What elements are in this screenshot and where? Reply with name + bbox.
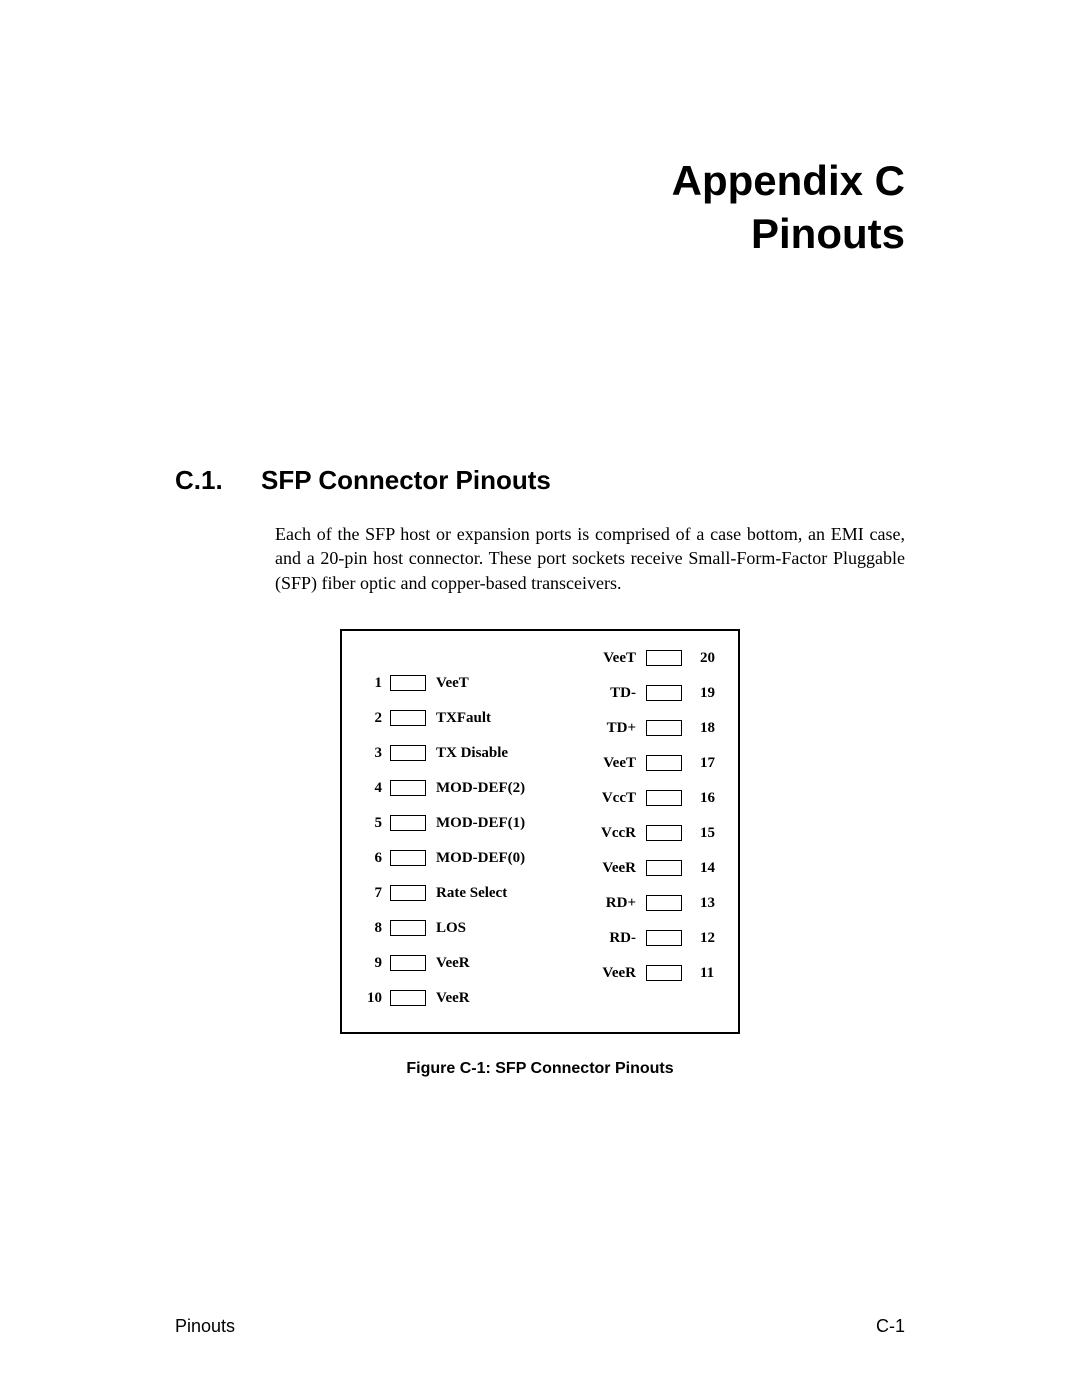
pin-label: TX Disable — [436, 745, 508, 762]
section-number: C.1. — [175, 465, 261, 496]
pin-row: VeeT 17 — [588, 746, 722, 781]
pin-rect-icon — [390, 780, 426, 796]
pin-number: 15 — [700, 825, 722, 842]
pin-row: 8 LOS — [360, 911, 525, 946]
pin-row: VccT 16 — [588, 781, 722, 816]
pin-number: 18 — [700, 720, 722, 737]
pin-label: VeeR — [588, 965, 636, 982]
pin-label: VccT — [588, 790, 636, 807]
pin-row: VeeR 11 — [588, 956, 722, 991]
pin-number: 1 — [360, 675, 382, 692]
pin-number: 13 — [700, 895, 722, 912]
pin-rect-icon — [646, 965, 682, 981]
pin-row: 7 Rate Select — [360, 876, 525, 911]
figure-caption: Figure C-1: SFP Connector Pinouts — [406, 1060, 673, 1078]
pin-number: 19 — [700, 685, 722, 702]
pin-number: 7 — [360, 885, 382, 902]
pin-row: VccR 15 — [588, 816, 722, 851]
pin-rect-icon — [390, 745, 426, 761]
pin-label: TD+ — [588, 720, 636, 737]
page-footer: Pinouts C-1 — [175, 1316, 905, 1337]
pin-row: 3 TX Disable — [360, 736, 525, 771]
pin-rect-icon — [390, 920, 426, 936]
pin-row: 6 MOD-DEF(0) — [360, 841, 525, 876]
pin-rect-icon — [390, 710, 426, 726]
pin-number: 6 — [360, 850, 382, 867]
pin-rect-icon — [390, 955, 426, 971]
pin-label: RD+ — [588, 895, 636, 912]
pinout-columns: 1 VeeT 2 TXFault 3 TX Disable — [360, 641, 722, 1016]
pin-number: 3 — [360, 745, 382, 762]
pin-label: VeeT — [436, 675, 469, 692]
pin-rect-icon — [646, 930, 682, 946]
pin-row: 1 VeeT — [360, 666, 525, 701]
figure: 1 VeeT 2 TXFault 3 TX Disable — [175, 629, 905, 1078]
pin-number: 10 — [360, 990, 382, 1007]
pin-rect-icon — [646, 825, 682, 841]
pinout-diagram: 1 VeeT 2 TXFault 3 TX Disable — [340, 629, 740, 1034]
footer-right: C-1 — [876, 1316, 905, 1337]
pin-number: 17 — [700, 755, 722, 772]
pin-number: 9 — [360, 955, 382, 972]
pin-row: VeeR 14 — [588, 851, 722, 886]
left-pin-column: 1 VeeT 2 TXFault 3 TX Disable — [360, 641, 525, 1016]
pin-label: RD- — [588, 930, 636, 947]
pin-number: 14 — [700, 860, 722, 877]
pin-label: VeeR — [436, 955, 470, 972]
body-paragraph: Each of the SFP host or expansion ports … — [275, 522, 905, 595]
pin-rect-icon — [646, 860, 682, 876]
pin-row: 9 VeeR — [360, 946, 525, 981]
pin-rect-icon — [646, 650, 682, 666]
pin-label: VeeT — [588, 755, 636, 772]
title-line-2: Pinouts — [175, 208, 905, 261]
pin-label: VeeR — [436, 990, 470, 1007]
pin-label: VeeR — [588, 860, 636, 877]
pin-row: 4 MOD-DEF(2) — [360, 771, 525, 806]
appendix-title: Appendix C Pinouts — [175, 155, 905, 260]
pin-label: LOS — [436, 920, 466, 937]
pin-rect-icon — [390, 850, 426, 866]
pin-number: 4 — [360, 780, 382, 797]
section-heading: SFP Connector Pinouts — [261, 465, 551, 496]
pin-rect-icon — [390, 885, 426, 901]
pin-row: 2 TXFault — [360, 701, 525, 736]
right-pin-column: VeeT 20 TD- 19 TD+ 18 V — [588, 641, 722, 1016]
section-heading-row: C.1. SFP Connector Pinouts — [175, 465, 905, 496]
pin-label: MOD-DEF(1) — [436, 815, 525, 832]
pin-label: VeeT — [588, 650, 636, 667]
pin-row: TD- 19 — [588, 676, 722, 711]
pin-rect-icon — [390, 815, 426, 831]
pin-row: 10 VeeR — [360, 981, 525, 1016]
pin-rect-icon — [646, 685, 682, 701]
pin-row: RD+ 13 — [588, 886, 722, 921]
title-line-1: Appendix C — [175, 155, 905, 208]
pin-number: 11 — [700, 965, 722, 982]
page: Appendix C Pinouts C.1. SFP Connector Pi… — [0, 0, 1080, 1397]
pin-number: 2 — [360, 710, 382, 727]
pin-rect-icon — [646, 720, 682, 736]
pin-row: 5 MOD-DEF(1) — [360, 806, 525, 841]
pin-row: VeeT 20 — [588, 641, 722, 676]
pin-label: MOD-DEF(0) — [436, 850, 525, 867]
pin-rect-icon — [646, 755, 682, 771]
pin-number: 8 — [360, 920, 382, 937]
pin-rect-icon — [390, 675, 426, 691]
pin-row: RD- 12 — [588, 921, 722, 956]
pin-number: 20 — [700, 650, 722, 667]
pin-label: VccR — [588, 825, 636, 842]
footer-left: Pinouts — [175, 1316, 235, 1337]
pin-label: TXFault — [436, 710, 491, 727]
pin-rect-icon — [646, 895, 682, 911]
pin-number: 12 — [700, 930, 722, 947]
pin-rect-icon — [646, 790, 682, 806]
pin-number: 16 — [700, 790, 722, 807]
pin-rect-icon — [390, 990, 426, 1006]
pin-label: MOD-DEF(2) — [436, 780, 525, 797]
pin-label: TD- — [588, 685, 636, 702]
pin-number: 5 — [360, 815, 382, 832]
pin-row: TD+ 18 — [588, 711, 722, 746]
pin-label: Rate Select — [436, 885, 507, 902]
